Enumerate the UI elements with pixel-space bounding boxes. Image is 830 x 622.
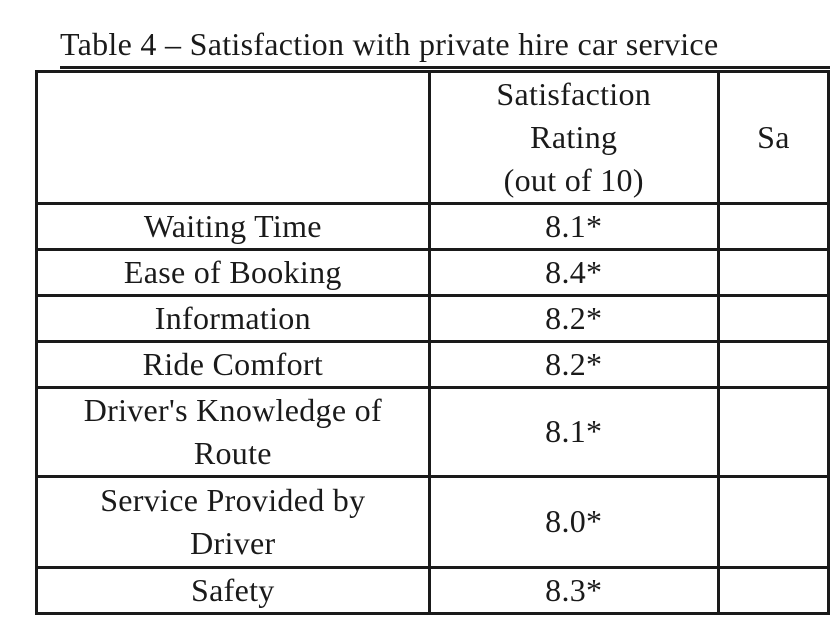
table-header-row: Satisfaction Rating (out of 10) Sa (35, 70, 830, 205)
row-rating: 8.1* (545, 412, 603, 449)
label-cell: Safety (35, 566, 431, 615)
label-cell: Service Provided by Driver (35, 475, 431, 569)
header-clipped-fragment: Sa (757, 119, 790, 155)
header-cell-satisfaction-rating: Satisfaction Rating (out of 10) (427, 70, 720, 205)
row-rating: 8.1* (545, 208, 603, 244)
row-rating: 8.3* (545, 572, 603, 608)
table-row-waiting-time: Waiting Time 8.1* (35, 202, 830, 251)
rating-cell: 8.1* (427, 386, 720, 478)
table-row-ride-comfort: Ride Comfort 8.2* (35, 340, 830, 389)
label-cell: Information (35, 294, 431, 343)
label-cell: Ease of Booking (35, 248, 431, 297)
clipped-cell (716, 202, 830, 251)
table-row-ease-of-booking: Ease of Booking 8.4* (35, 248, 830, 297)
clipped-cell (716, 340, 830, 389)
row-rating: 8.2* (545, 346, 603, 382)
clipped-cell (716, 386, 830, 478)
label-cell: Driver's Knowledge of Route (35, 386, 431, 478)
label-cell: Ride Comfort (35, 340, 431, 389)
rating-cell: 8.1* (427, 202, 720, 251)
row-label: Waiting Time (143, 208, 322, 244)
rating-cell: 8.0* (427, 475, 720, 569)
clipped-cell (716, 566, 830, 615)
clipped-cell (716, 248, 830, 297)
row-label: Ease of Booking (123, 254, 342, 290)
row-label: Information (154, 300, 311, 336)
row-label: Ride Comfort (142, 346, 324, 382)
row-label: Safety (191, 572, 275, 608)
table-row-drivers-knowledge: Driver's Knowledge of Route 8.1* (35, 386, 830, 478)
satisfaction-table: Satisfaction Rating (out of 10) Sa Waiti… (35, 70, 830, 615)
header-line-1: Satisfaction (496, 76, 652, 112)
table-row-safety: Safety 8.3* (35, 566, 830, 615)
table-title: Table 4 – Satisfaction with private hire… (60, 26, 719, 62)
rating-cell: 8.2* (427, 340, 720, 389)
rating-cell: 8.2* (427, 294, 720, 343)
row-rating: 8.0* (545, 502, 603, 539)
row-label-line-1: Driver's Knowledge of (83, 392, 382, 428)
row-label-line-2: Driver (190, 525, 276, 561)
header-line-2: Rating (530, 119, 618, 155)
clipped-cell (716, 475, 830, 569)
rating-cell: 8.3* (427, 566, 720, 615)
header-cell-clipped: Sa (716, 70, 830, 205)
row-label-line-2: Route (193, 435, 272, 471)
clipped-cell (716, 294, 830, 343)
table-title-underline: Table 4 – Satisfaction with private hire… (60, 26, 830, 69)
label-cell: Waiting Time (35, 202, 431, 251)
table-row-service-provided: Service Provided by Driver 8.0* (35, 475, 830, 569)
rating-cell: 8.4* (427, 248, 720, 297)
table-row-information: Information 8.2* (35, 294, 830, 343)
header-line-3: (out of 10) (503, 162, 644, 198)
row-label-line-1: Service Provided by (100, 482, 366, 518)
header-cell-empty (35, 70, 431, 205)
row-rating: 8.2* (545, 300, 603, 336)
row-rating: 8.4* (545, 254, 603, 290)
